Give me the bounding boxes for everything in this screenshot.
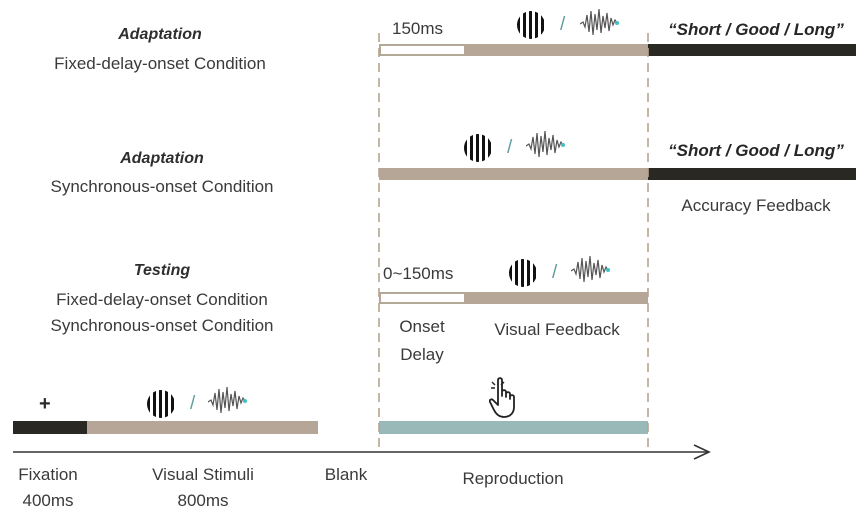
- visual-stimuli-duration: 800ms: [177, 491, 229, 510]
- row2-visual-bar: [379, 168, 648, 180]
- row1-feedback-text: “Short / Good / Long”: [668, 20, 844, 39]
- visual-feedback-label: Visual Feedback: [494, 320, 620, 339]
- slash-separator: /: [552, 262, 558, 283]
- row1-visual-bar: [466, 44, 648, 56]
- row1-condition: Fixed-delay-onset Condition: [54, 54, 266, 73]
- row1-heading: Adaptation: [118, 26, 202, 43]
- row1-onset-delay-box: [379, 44, 466, 56]
- row1-delay-label: 150ms: [392, 19, 444, 38]
- fixation-bar: [13, 421, 87, 434]
- testing-condition-2: Synchronous-onset Condition: [50, 316, 274, 335]
- reproduction-label: Reproduction: [462, 469, 564, 488]
- reproduction-bar: [379, 421, 648, 434]
- accuracy-feedback-caption: Accuracy Feedback: [681, 196, 831, 215]
- testing-condition-1: Fixed-delay-onset Condition: [56, 290, 268, 309]
- slash-separator: /: [507, 137, 513, 158]
- testing-delay-label: 0~150ms: [383, 264, 454, 283]
- time-axis-arrowhead: [693, 444, 711, 460]
- testing-onset-delay-box: [379, 292, 466, 304]
- testing-heading: Testing: [133, 262, 191, 279]
- testing-visual-bar: [466, 292, 648, 304]
- delay-label: Delay: [400, 345, 444, 364]
- fixation-label: Fixation: [18, 465, 78, 484]
- visual-stimuli-bar: [87, 421, 318, 434]
- onset-label: Onset: [399, 317, 445, 336]
- slash-separator: /: [560, 14, 566, 35]
- row1-feedback-bar: [648, 44, 856, 56]
- blank-label: Blank: [324, 465, 368, 484]
- visual-stimuli-label: Visual Stimuli: [152, 465, 254, 484]
- fixation-duration: 400ms: [22, 491, 74, 510]
- row2-feedback-text: “Short / Good / Long”: [668, 141, 844, 160]
- row2-heading: Adaptation: [120, 150, 204, 167]
- row2-condition: Synchronous-onset Condition: [50, 177, 274, 196]
- slash-separator: /: [190, 393, 196, 414]
- row2-feedback-bar: [648, 168, 856, 180]
- fixation-cross: +: [39, 393, 51, 415]
- hand-pointer-icon: [489, 377, 515, 418]
